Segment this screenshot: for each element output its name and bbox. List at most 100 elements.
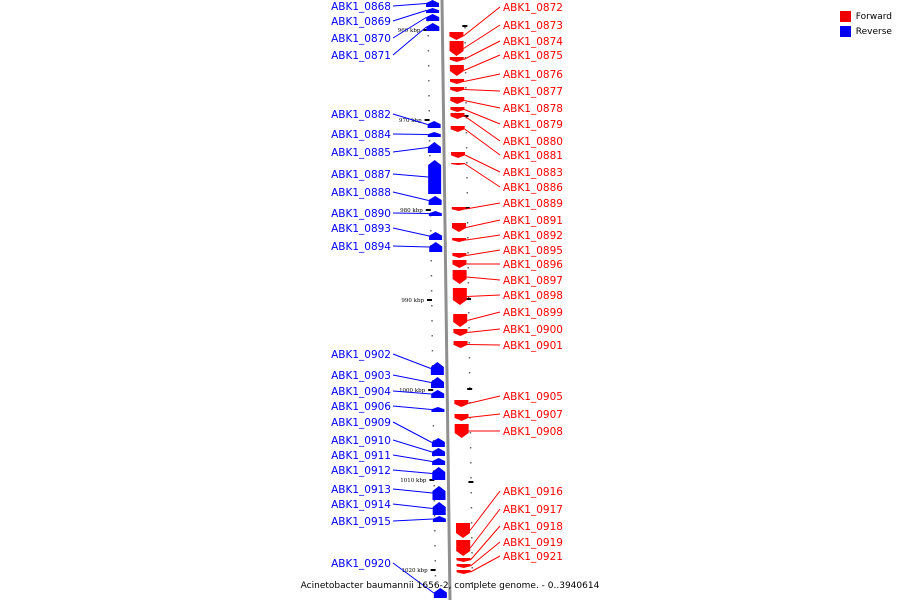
forward-gene-block xyxy=(449,57,464,62)
minor-tick xyxy=(467,297,470,299)
reverse-gene-label: ABK1_0906 xyxy=(331,401,391,413)
genome-backbone xyxy=(440,0,452,600)
reverse-gene-label: ABK1_0893 xyxy=(331,223,391,235)
forward-gene-block xyxy=(456,558,471,562)
scale-tick-label: 960 kbp xyxy=(398,28,421,34)
minor-tick xyxy=(468,357,471,359)
minor-tick xyxy=(464,42,466,44)
minor-tick xyxy=(434,530,436,532)
forward-leader-line xyxy=(464,128,501,156)
minor-tick xyxy=(466,162,468,164)
minor-tick xyxy=(427,65,430,67)
forward-gene-label: ABK1_0877 xyxy=(503,86,563,98)
minor-tick xyxy=(428,140,431,142)
reverse-leader-line xyxy=(392,227,430,237)
forward-leader-line xyxy=(466,294,501,297)
reverse-gene-block xyxy=(428,196,442,205)
minor-tick xyxy=(467,252,469,254)
forward-gene-block xyxy=(450,97,465,104)
reverse-gene-block xyxy=(427,142,441,153)
scale-tick-label: 1000 kbp xyxy=(399,388,426,394)
minor-tick xyxy=(431,335,433,337)
reverse-leader-line xyxy=(392,173,429,178)
forward-gene-label: ABK1_0921 xyxy=(503,551,563,563)
reverse-gene-block xyxy=(432,458,446,465)
reverse-gene-label: ABK1_0902 xyxy=(331,349,391,361)
forward-gene-block xyxy=(455,523,470,538)
reverse-gene-label: ABK1_0911 xyxy=(331,450,391,462)
reverse-gene-block xyxy=(429,232,443,240)
forward-swatch xyxy=(839,11,851,22)
reverse-gene-label: ABK1_0915 xyxy=(331,516,391,528)
reverse-leader-line xyxy=(392,3,427,7)
reverse-leader-line xyxy=(392,469,433,474)
minor-tick xyxy=(428,95,430,97)
reverse-gene-block xyxy=(432,502,446,515)
minor-tick xyxy=(471,552,473,554)
reverse-leader-line xyxy=(392,439,433,453)
legend-label-reverse: Reverse xyxy=(855,26,892,37)
forward-leader-line xyxy=(470,525,501,561)
reverse-gene-block xyxy=(432,467,446,480)
forward-gene-block xyxy=(452,253,467,258)
forward-leader-line xyxy=(463,6,501,37)
reverse-gene-label: ABK1_0904 xyxy=(331,386,391,398)
forward-leader-line xyxy=(463,54,501,71)
forward-gene-block xyxy=(450,113,465,119)
minor-tick xyxy=(431,320,433,322)
forward-gene-block xyxy=(451,152,466,158)
forward-gene-label: ABK1_0897 xyxy=(503,275,563,287)
minor-tick xyxy=(470,462,472,464)
reverse-gene-block xyxy=(431,448,445,456)
forward-leader-line xyxy=(466,234,501,241)
forward-leader-line xyxy=(463,40,501,60)
forward-gene-label: ABK1_0872 xyxy=(503,2,563,14)
reverse-leader-line xyxy=(392,562,435,594)
minor-tick xyxy=(432,425,435,427)
forward-leader-line xyxy=(468,395,501,404)
reverse-gene-block xyxy=(431,390,445,398)
reverse-gene-label: ABK1_0910 xyxy=(331,435,391,447)
forward-gene-block xyxy=(453,329,468,336)
forward-gene-label: ABK1_0919 xyxy=(503,537,563,549)
minor-tick xyxy=(432,440,435,442)
forward-gene-block xyxy=(449,32,464,40)
forward-gene-label: ABK1_0881 xyxy=(503,150,563,162)
forward-gene-block xyxy=(451,207,466,211)
reverse-gene-label: ABK1_0868 xyxy=(331,1,391,13)
minor-tick xyxy=(468,372,471,374)
genome-title: Acinetobacter baumannii 1656-2, complete… xyxy=(301,581,600,591)
minor-tick xyxy=(465,132,468,134)
reverse-gene-block xyxy=(431,407,445,412)
reverse-gene-label: ABK1_0882 xyxy=(331,109,391,121)
legend-item-forward: Forward xyxy=(839,9,892,24)
reverse-leader-line xyxy=(392,390,432,395)
minor-tick xyxy=(465,102,467,104)
reverse-leader-line xyxy=(392,353,432,369)
forward-leader-line xyxy=(470,555,501,573)
forward-gene-label: ABK1_0901 xyxy=(503,340,563,352)
forward-gene-block xyxy=(452,270,467,284)
forward-leader-line xyxy=(465,202,501,210)
minor-tick xyxy=(469,432,472,434)
forward-leader-line xyxy=(467,344,501,346)
minor-tick xyxy=(464,72,467,74)
reverse-gene-label: ABK1_0888 xyxy=(331,187,391,199)
forward-gene-label: ABK1_0908 xyxy=(503,426,563,438)
minor-tick xyxy=(430,275,433,277)
minor-tick xyxy=(465,87,467,89)
forward-gene-label: ABK1_0918 xyxy=(503,521,563,533)
forward-gene-label: ABK1_0889 xyxy=(503,198,563,210)
forward-gene-label: ABK1_0891 xyxy=(503,215,563,227)
minor-tick xyxy=(468,342,470,344)
minor-tick xyxy=(468,327,470,329)
forward-leader-line xyxy=(469,490,501,531)
reverse-leader-line xyxy=(392,147,428,153)
minor-tick xyxy=(427,50,430,52)
forward-gene-block xyxy=(452,238,467,242)
forward-gene-label: ABK1_0898 xyxy=(503,290,563,302)
minor-tick xyxy=(428,110,430,112)
reverse-gene-block xyxy=(431,438,445,447)
minor-tick xyxy=(431,305,433,307)
